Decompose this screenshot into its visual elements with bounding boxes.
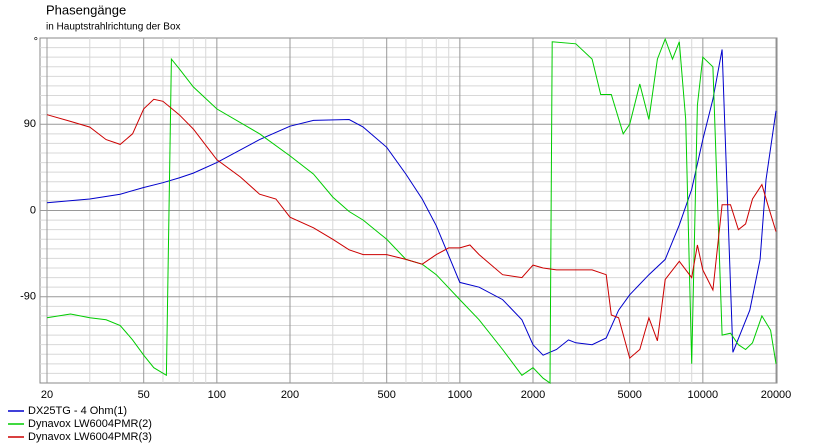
x-tick-label: 2000 [521, 389, 545, 401]
y-tick-label: 0 [30, 204, 36, 216]
legend-label: Dynavox LW6004PMR(2) [28, 418, 152, 430]
x-tick-label: 10000 [688, 389, 719, 401]
y-tick-label: -90 [20, 291, 36, 303]
chart-subtitle: in Hauptstrahlrichtung der Box [46, 22, 181, 33]
series-line [46, 37, 777, 384]
y-axis-label: ° [34, 36, 38, 48]
x-tick-label: 20000 [761, 389, 792, 401]
series-line [46, 98, 777, 359]
chart-title: Phasengänge [46, 2, 126, 17]
legend-label: Dynavox LW6004PMR(3) [28, 431, 152, 443]
x-tick-label: 50 [138, 389, 150, 401]
x-tick-label: 5000 [617, 389, 641, 401]
x-tick-label: 100 [208, 389, 226, 401]
x-tick-label: 500 [378, 389, 396, 401]
y-tick-label: 90 [24, 118, 36, 130]
x-tick-label: 20 [41, 389, 53, 401]
legend-label: DX25TG - 4 Ohm(1) [28, 405, 127, 417]
series-line [46, 49, 777, 356]
x-tick-label: 1000 [448, 389, 472, 401]
x-tick-label: 200 [281, 389, 299, 401]
